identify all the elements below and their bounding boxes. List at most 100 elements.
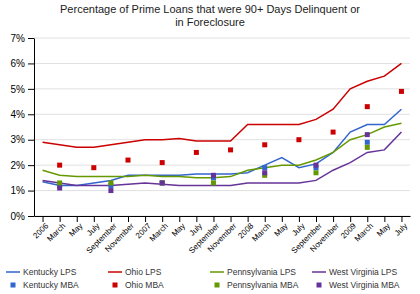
point [365,104,370,109]
y-tick-label: 0% [11,211,26,222]
grid [34,38,410,216]
x-tick: May [272,216,289,238]
point [365,132,370,137]
legend-label: Kentucky LPS [23,267,77,277]
legend-swatch [6,271,20,273]
series-line [43,123,402,178]
grid-line [34,165,410,166]
point [262,142,267,147]
y-axis-line [34,39,35,217]
y-tick: 0% [11,211,34,222]
legend-swatch [210,271,224,273]
point [314,163,319,168]
y-tick-mark [28,191,34,192]
series-points [57,89,404,170]
point [57,163,62,168]
y-tick: 4% [11,109,34,120]
point [57,180,62,185]
y-tick: 2% [11,160,34,171]
x-tick-label: May [67,221,84,238]
y-tick-mark [28,89,34,90]
y-tick: 7% [11,33,34,44]
x-tick-label: May [170,221,187,238]
y-tick-label: 5% [11,84,26,95]
grid-line [34,63,410,64]
y-tick-mark [28,63,34,64]
point [194,150,199,155]
title-line: Percentage of Prime Loans that were 90+ … [60,3,360,15]
x-tick: March [353,216,375,243]
title: Percentage of Prime Loans that were 90+ … [60,3,360,28]
y-tick-label: 3% [11,134,26,145]
legend-label: Ohio MBA [125,280,164,290]
y-tick-mark [28,114,34,115]
point [296,137,301,142]
point [211,180,216,185]
grid-line [34,216,410,217]
point [228,147,233,152]
x-tick-label: March [250,221,272,243]
legend-item: West Virginia MBA [317,280,400,290]
series-line [43,132,402,185]
x-tick-label: November [103,221,136,254]
x-axis: 2006MarchMayJulySeptemberNovember2007Mar… [31,216,410,255]
x-tick: November [103,216,136,254]
legend-swatch [11,283,16,288]
legend-label: Pennsylvania MBA [227,280,299,290]
y-tick-label: 4% [11,109,26,120]
legend-swatch [113,283,118,288]
legend-swatch [215,283,220,288]
legend: Kentucky LPS Ohio LPS Pennsylvania LPS West… [6,267,400,290]
point [108,180,113,185]
x-tick-label: March [148,221,170,243]
point [160,160,165,165]
grid-line [34,38,410,39]
grid-line [34,114,410,115]
x-tick: July [393,216,409,238]
x-tick: March [250,216,272,243]
point [262,170,267,175]
grid-line [34,190,410,191]
legend-label: Ohio LPS [125,267,162,277]
legend-item: Ohio LPS [108,267,162,277]
legend-item: Ohio MBA [113,280,165,290]
y-tick-label: 7% [11,33,26,44]
chart: Percentage of Prime Loans that were 90+ … [0,0,420,294]
legend-label: Kentucky MBA [23,280,79,290]
point [399,89,404,94]
legend-item: West Virginia LPS [312,267,398,277]
x-tick: March [148,216,170,243]
x-tick-label: May [375,221,392,238]
x-tick-label: November [308,221,341,254]
y-tick: 5% [11,84,34,95]
x-tick: March [45,216,67,243]
y-tick: 3% [11,134,34,145]
legend-item: Pennsylvania MBA [215,280,299,290]
x-tick: May [170,216,187,238]
y-tick-mark [28,38,34,39]
point [262,165,267,170]
point [211,173,216,178]
point [160,180,165,185]
x-tick-label: July [393,221,409,237]
y-tick-mark [28,140,34,141]
y-tick: 1% [11,185,34,196]
legend-item: Pennsylvania LPS [210,267,296,277]
y-tick-label: 1% [11,185,26,196]
point [126,158,131,163]
point [365,145,370,150]
legend-item: Kentucky MBA [11,280,80,290]
x-tick-label: March [45,221,67,243]
x-tick-label: November [206,221,239,254]
series-points [57,132,370,193]
y-tick: 6% [11,58,34,69]
point [108,188,113,193]
series-points [57,145,370,186]
legend-swatch [317,283,322,288]
plot-area [43,63,404,193]
y-tick-mark [28,216,34,217]
y-tick-mark [28,165,34,166]
legend-swatch [108,271,122,273]
legend-item: Kentucky LPS [6,267,77,277]
legend-swatch [312,271,326,273]
